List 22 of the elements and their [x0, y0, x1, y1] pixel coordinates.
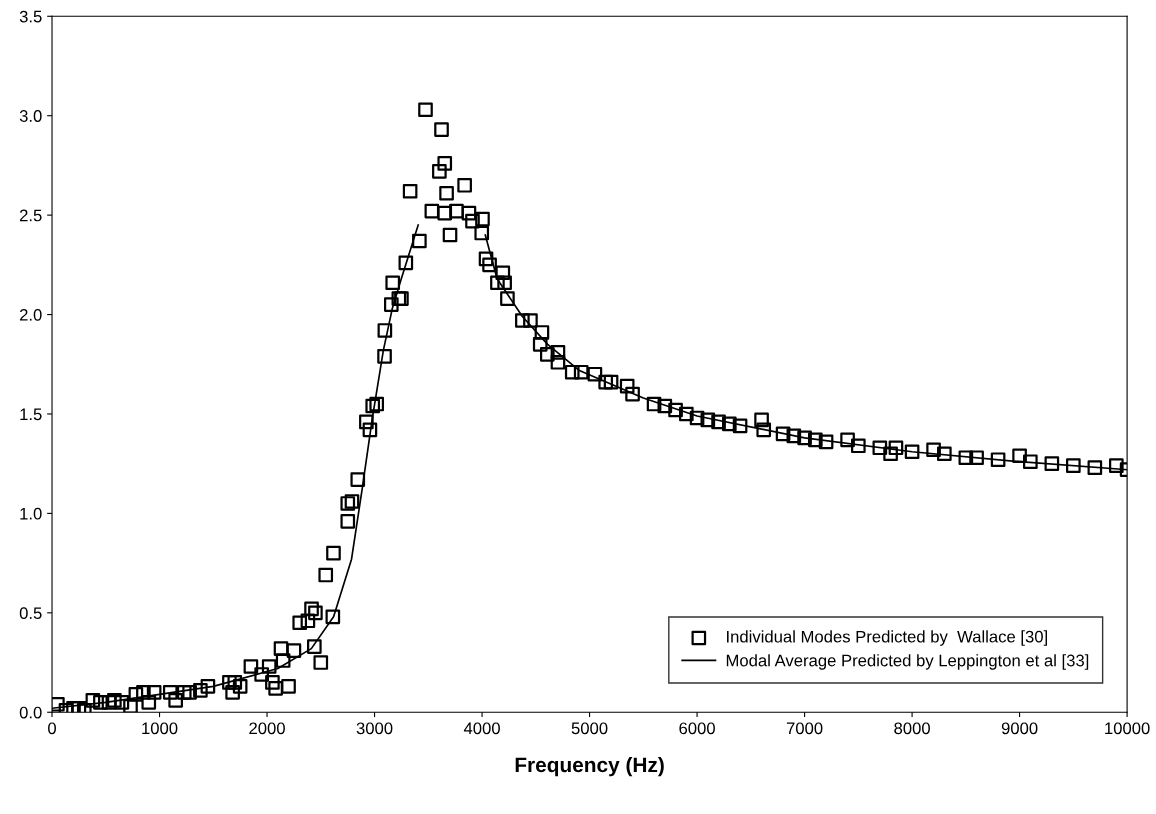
x-tick-label: 3000	[356, 722, 393, 735]
x-tick-label: 6000	[679, 722, 715, 735]
x-tick-label: 8000	[894, 722, 930, 735]
x-tick-label: 10000	[1105, 722, 1150, 735]
y-tick-label: 0.5	[19, 607, 42, 620]
y-tick-label: 3.5	[19, 10, 42, 23]
y-tick-label: 0.0	[19, 706, 42, 719]
x-tick-label: 1000	[142, 722, 178, 735]
x-tick-label: 2000	[249, 722, 285, 735]
y-tick-label: 2.0	[19, 308, 42, 321]
x-tick-label: 9000	[1001, 722, 1038, 735]
x-axis-title: Frequency (Hz)	[515, 756, 664, 777]
legend-label: Individual Modes Predicted by Wallace [30]	[727, 630, 1047, 646]
x-tick-label: 4000	[463, 722, 500, 735]
legend-label: Modal Average Predicted by Leppington et al [33]	[726, 654, 1089, 670]
x-tick-label: 5000	[571, 722, 608, 735]
x-tick-label: 7000	[786, 722, 823, 735]
y-tick-label: 3.0	[19, 110, 42, 122]
y-tick-label: 1.0	[20, 507, 42, 520]
y-tick-label: 2.5	[19, 209, 42, 222]
x-tick-label: 0	[48, 722, 56, 735]
y-tick-label: 1.5	[20, 408, 42, 421]
